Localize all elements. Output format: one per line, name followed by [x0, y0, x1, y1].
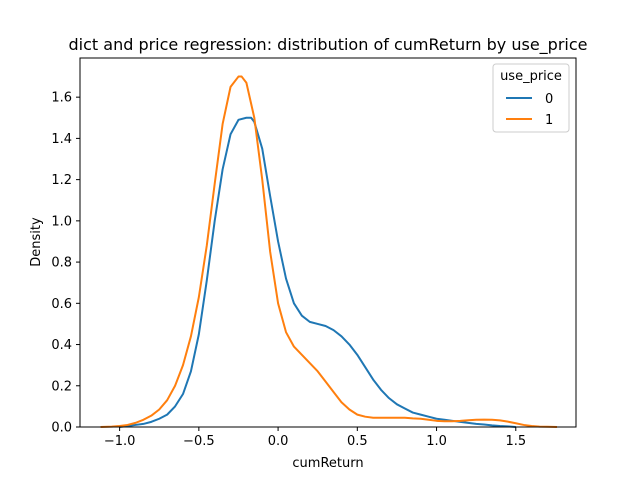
legend-label-series-1: 1	[545, 113, 553, 128]
y-tick-label: 0.8	[51, 256, 72, 271]
y-tick-label: 1.0	[51, 214, 72, 229]
y-tick-label: 1.6	[51, 91, 72, 106]
ticks-layer: −1.0 −0.5 0.0 0.5 1.0 1.5 0.0 0.2 0.4 0.6 0.8 1.0 1.…	[51, 91, 526, 449]
x-tick-label: −1.0	[104, 434, 136, 449]
x-tick-label: 1.0	[426, 434, 447, 449]
x-tick-label: 1.5	[505, 434, 526, 449]
x-tick-label: −0.5	[183, 434, 215, 449]
y-tick-label: 0.0	[51, 421, 72, 436]
y-tick-label: 1.2	[51, 173, 72, 188]
axes-frame	[79, 57, 577, 428]
y-tick-label: 1.4	[51, 132, 72, 147]
chart-title: dict and price regression: distribution …	[69, 35, 588, 55]
legend-title: use_price	[500, 69, 562, 84]
series-layer	[100, 75, 558, 428]
x-axis-label: cumReturn	[292, 456, 363, 471]
legend: use_price 0 1	[492, 63, 570, 133]
y-tick-label: 0.6	[51, 297, 72, 312]
x-tick-label: 0.0	[268, 434, 289, 449]
plot-area: −1.0 −0.5 0.0 0.5 1.0 1.5 0.0 0.2 0.4 0.6 0.8 1.0 1.…	[51, 57, 577, 449]
y-axis-label: Density	[29, 217, 44, 267]
series-line-1	[100, 75, 558, 428]
y-tick-label: 0.4	[51, 338, 72, 353]
legend-label-series-0: 0	[545, 92, 553, 107]
y-tick-label: 0.2	[51, 379, 72, 394]
x-tick-label: 0.5	[347, 434, 368, 449]
